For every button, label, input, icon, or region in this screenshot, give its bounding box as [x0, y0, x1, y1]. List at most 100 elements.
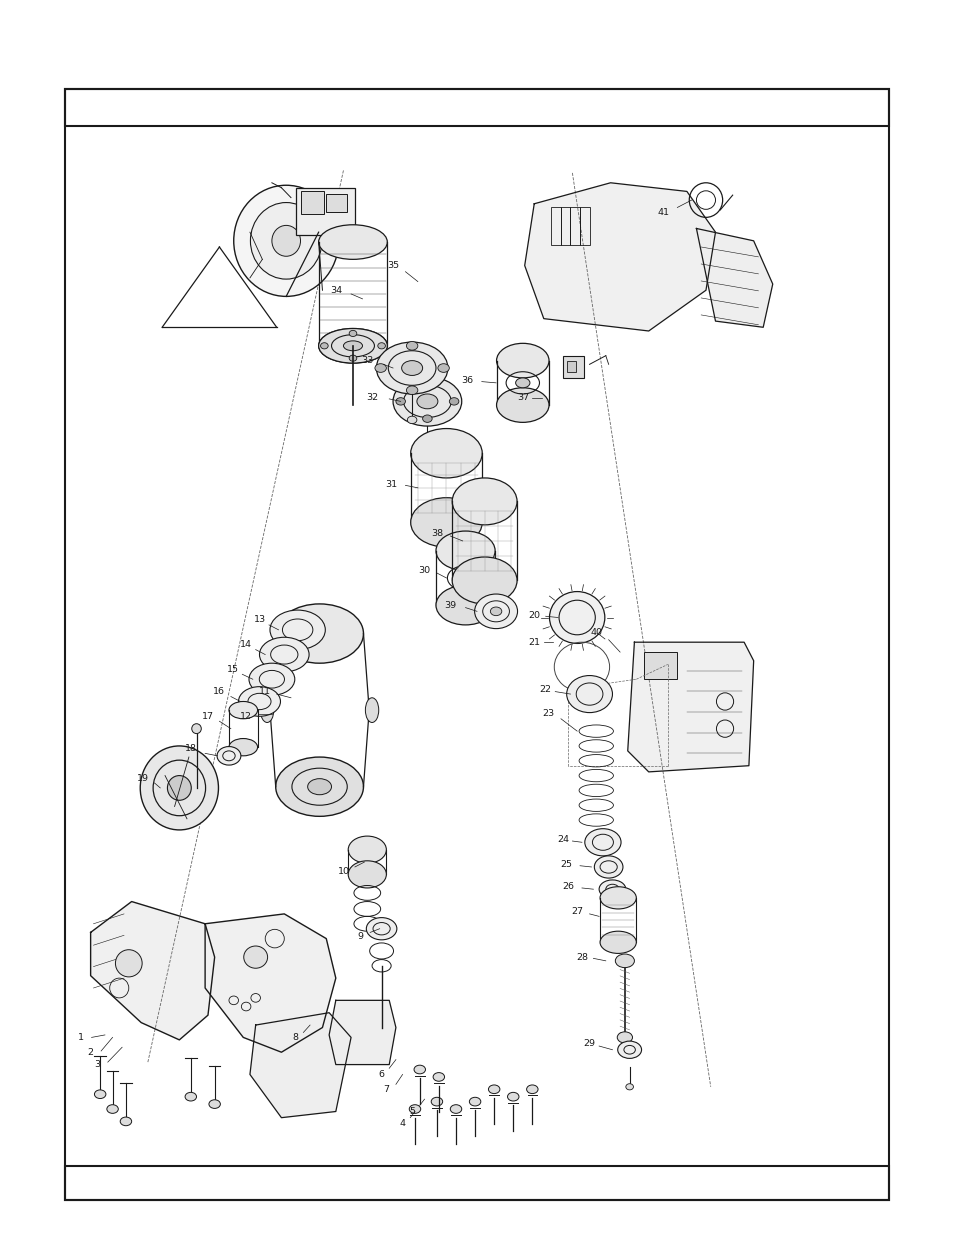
- Text: 14: 14: [240, 640, 252, 650]
- Ellipse shape: [120, 1118, 132, 1126]
- Polygon shape: [91, 902, 214, 1040]
- Ellipse shape: [452, 478, 517, 525]
- Text: 41: 41: [657, 207, 668, 217]
- Ellipse shape: [411, 429, 481, 478]
- Ellipse shape: [618, 1041, 640, 1058]
- Text: 17: 17: [202, 711, 213, 721]
- Ellipse shape: [167, 776, 191, 800]
- Text: 31: 31: [385, 479, 396, 489]
- Ellipse shape: [423, 447, 431, 454]
- Ellipse shape: [496, 388, 549, 422]
- Ellipse shape: [436, 585, 495, 625]
- Polygon shape: [205, 914, 335, 1052]
- Ellipse shape: [488, 1086, 499, 1094]
- Ellipse shape: [406, 341, 417, 351]
- Text: 12: 12: [240, 711, 252, 721]
- Text: 10: 10: [337, 867, 349, 877]
- Ellipse shape: [140, 746, 218, 830]
- Ellipse shape: [229, 739, 257, 756]
- Ellipse shape: [244, 946, 267, 968]
- Ellipse shape: [475, 594, 517, 629]
- Text: 20: 20: [528, 610, 539, 620]
- Polygon shape: [524, 183, 715, 331]
- Text: 33: 33: [361, 356, 373, 366]
- Bar: [570, 207, 579, 245]
- Text: 21: 21: [528, 637, 539, 647]
- Ellipse shape: [615, 953, 634, 968]
- Ellipse shape: [94, 1091, 106, 1099]
- Ellipse shape: [272, 226, 300, 257]
- Bar: [295, 188, 355, 235]
- Ellipse shape: [599, 887, 636, 909]
- Bar: [65, 1166, 888, 1200]
- Text: 32: 32: [366, 393, 377, 403]
- Ellipse shape: [115, 950, 142, 977]
- Text: 40: 40: [590, 627, 601, 637]
- Ellipse shape: [431, 1098, 442, 1107]
- Ellipse shape: [566, 676, 612, 713]
- Text: 2: 2: [88, 1047, 93, 1057]
- Text: 35: 35: [387, 261, 398, 270]
- Ellipse shape: [275, 757, 363, 816]
- Ellipse shape: [349, 356, 356, 361]
- Bar: [300, 191, 324, 214]
- Text: 38: 38: [431, 529, 442, 538]
- Text: 26: 26: [562, 882, 574, 892]
- Ellipse shape: [249, 663, 294, 695]
- Bar: [579, 207, 589, 245]
- Ellipse shape: [422, 380, 432, 388]
- Ellipse shape: [395, 398, 405, 405]
- Text: 29: 29: [583, 1039, 595, 1049]
- Text: 39: 39: [444, 600, 456, 610]
- Ellipse shape: [449, 398, 458, 405]
- Ellipse shape: [409, 1104, 420, 1114]
- Polygon shape: [696, 228, 772, 327]
- Ellipse shape: [456, 572, 474, 584]
- Ellipse shape: [238, 687, 280, 716]
- Ellipse shape: [318, 225, 387, 259]
- Ellipse shape: [594, 856, 622, 878]
- Text: 15: 15: [227, 664, 238, 674]
- Ellipse shape: [433, 1072, 444, 1082]
- Ellipse shape: [507, 1093, 518, 1102]
- Ellipse shape: [348, 836, 386, 863]
- Bar: [566, 361, 576, 372]
- Text: 16: 16: [213, 687, 225, 697]
- Ellipse shape: [401, 361, 422, 375]
- Ellipse shape: [260, 698, 274, 722]
- Ellipse shape: [598, 879, 625, 898]
- Text: 22: 22: [539, 684, 551, 694]
- Ellipse shape: [377, 342, 385, 348]
- Ellipse shape: [452, 557, 517, 604]
- Bar: [65, 89, 888, 1200]
- Bar: [562, 356, 583, 378]
- Bar: [551, 207, 560, 245]
- Bar: [643, 652, 677, 679]
- Ellipse shape: [407, 416, 416, 424]
- Ellipse shape: [307, 779, 332, 795]
- Ellipse shape: [526, 1086, 537, 1094]
- Ellipse shape: [318, 329, 387, 363]
- Ellipse shape: [366, 918, 396, 940]
- Ellipse shape: [625, 1084, 633, 1089]
- Ellipse shape: [411, 498, 481, 547]
- Ellipse shape: [436, 531, 495, 571]
- Ellipse shape: [209, 1099, 220, 1109]
- Ellipse shape: [406, 385, 417, 395]
- Ellipse shape: [416, 394, 437, 409]
- Text: 28: 28: [576, 952, 587, 962]
- Ellipse shape: [107, 1104, 118, 1114]
- Text: 1: 1: [78, 1032, 84, 1042]
- Text: 36: 36: [461, 375, 473, 385]
- Ellipse shape: [375, 363, 386, 373]
- Text: 27: 27: [571, 906, 582, 916]
- Ellipse shape: [233, 185, 338, 296]
- Ellipse shape: [617, 1032, 632, 1042]
- Text: 25: 25: [560, 860, 572, 869]
- Polygon shape: [329, 1000, 395, 1065]
- Text: 11: 11: [259, 687, 271, 697]
- Ellipse shape: [515, 378, 529, 388]
- Bar: [326, 194, 347, 212]
- Ellipse shape: [469, 1098, 480, 1107]
- Text: 23: 23: [542, 709, 554, 719]
